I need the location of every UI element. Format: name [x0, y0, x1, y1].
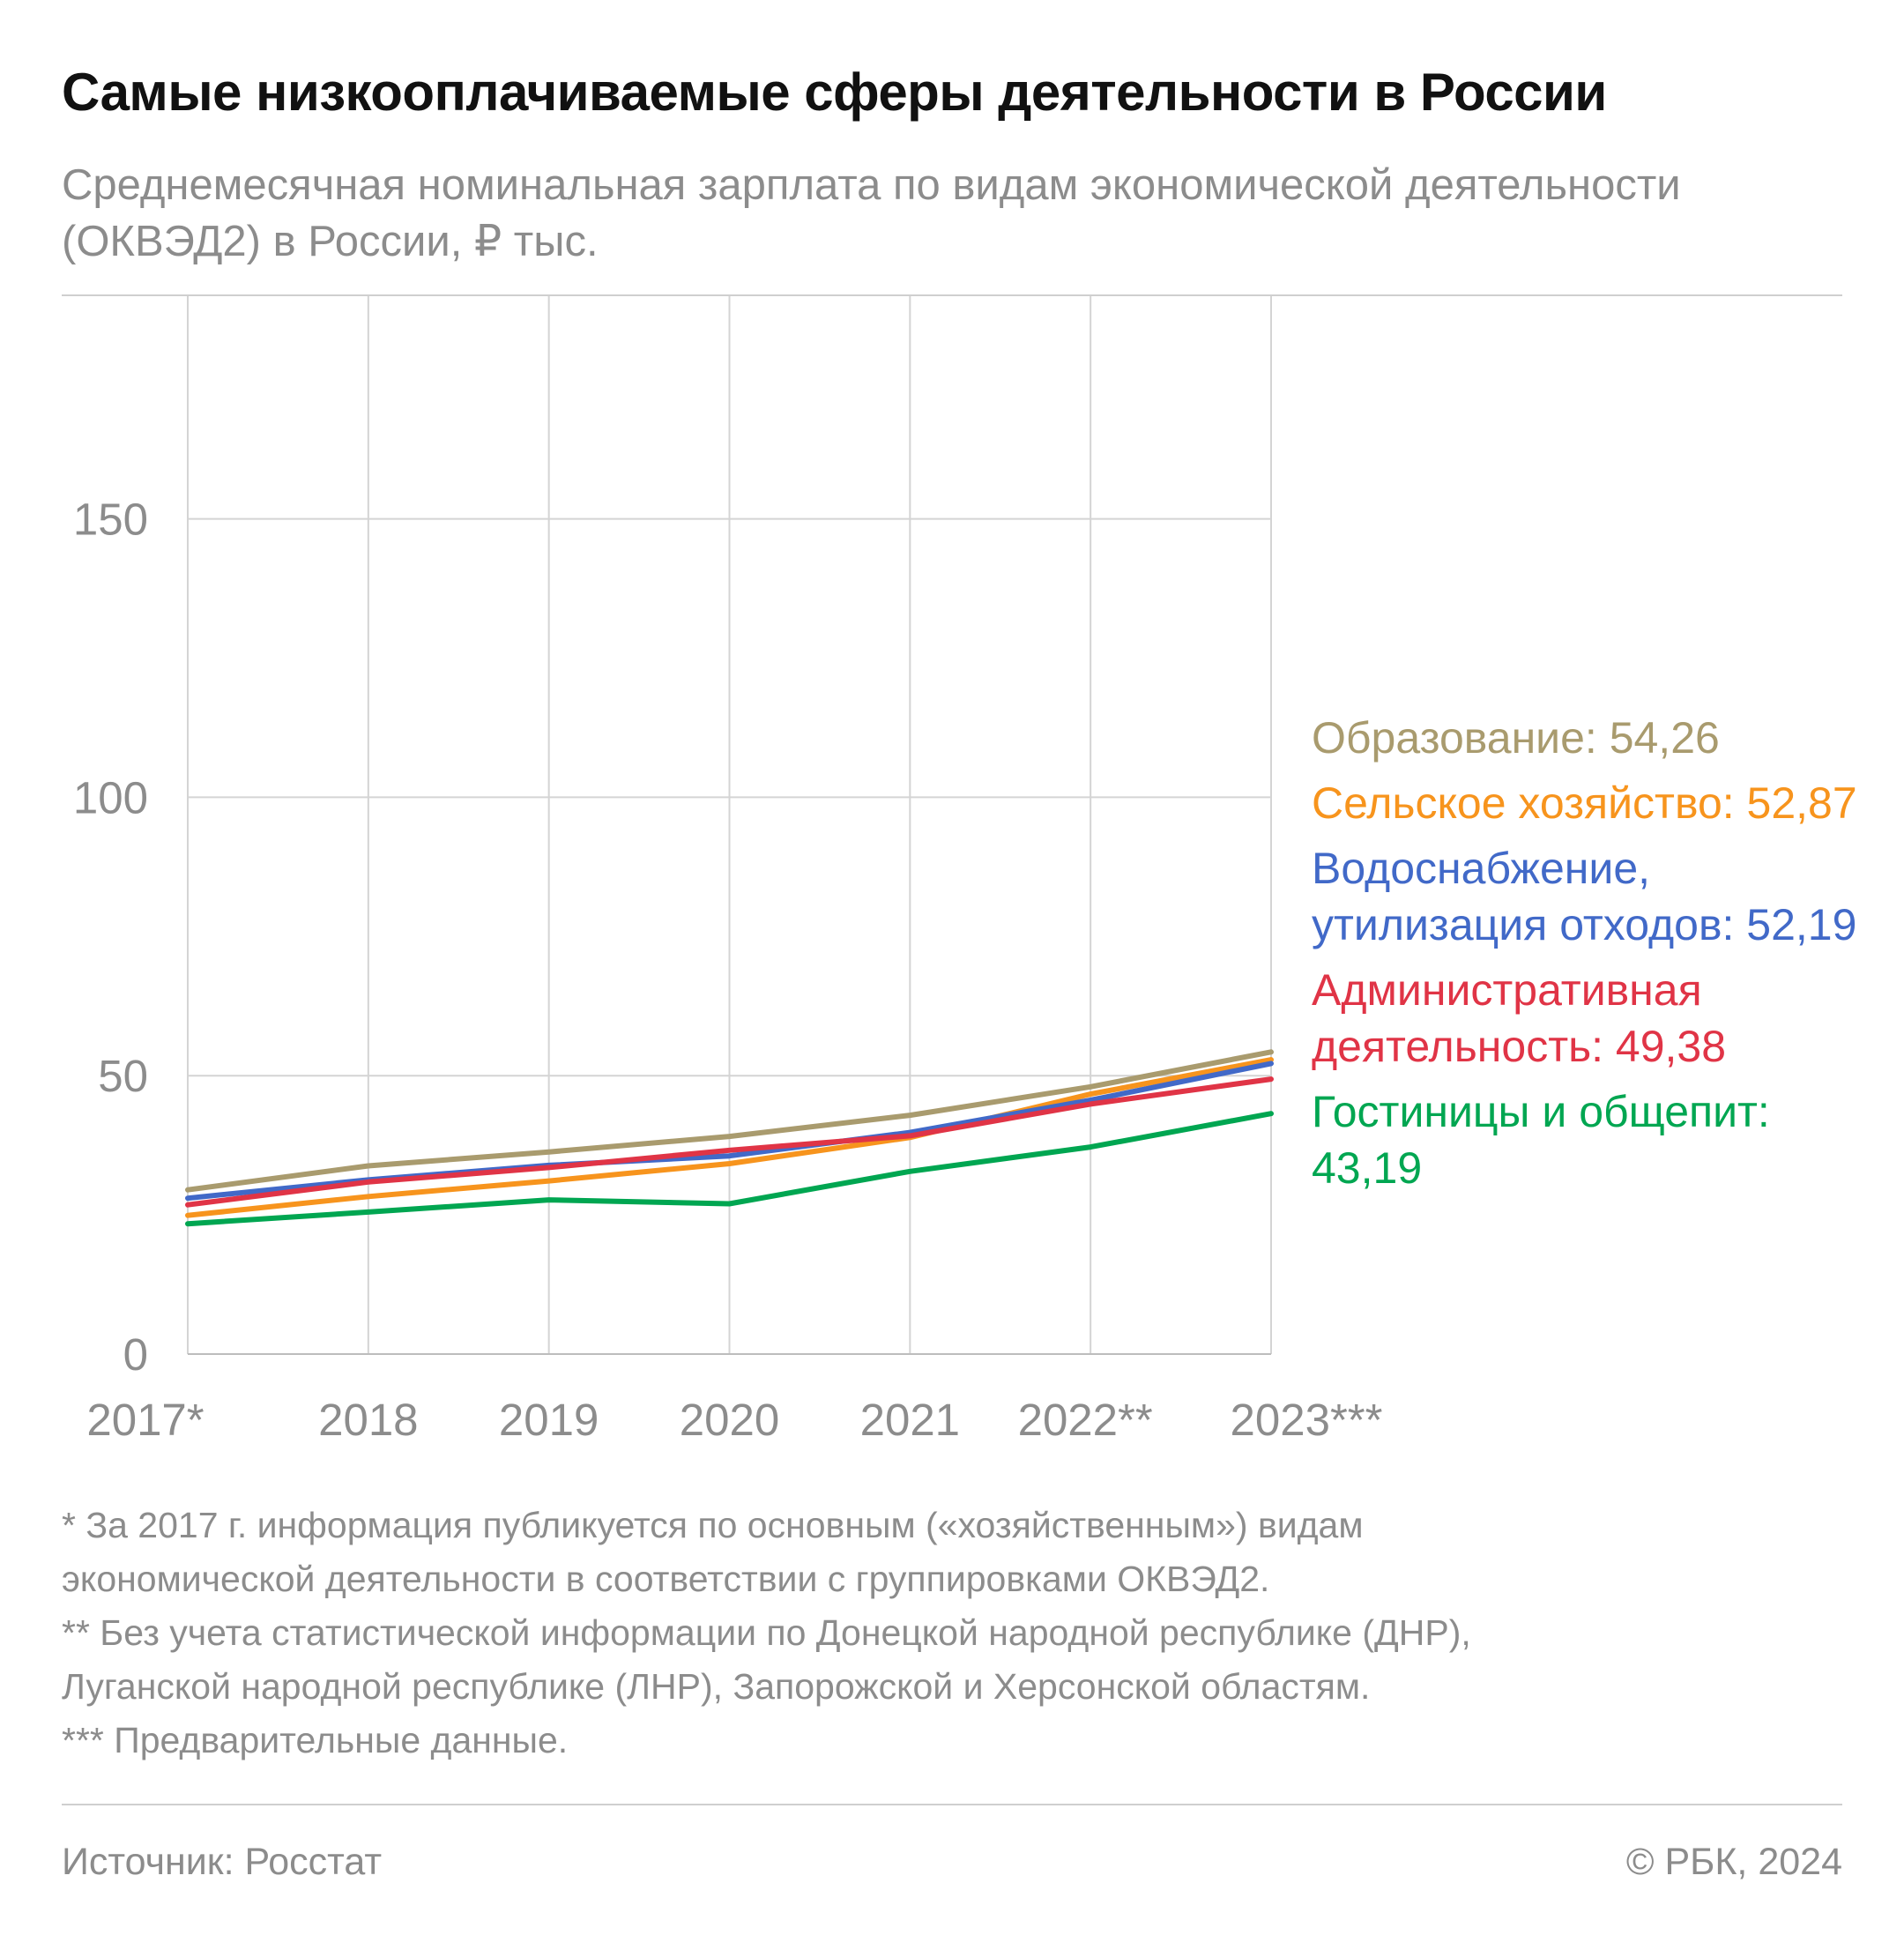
footnotes: * За 2017 г. информация публикуется по о…	[62, 1499, 1851, 1768]
legend-item-administrative: Административная деятельность: 49,38	[1312, 965, 1727, 1071]
x-tick-label: 2018	[318, 1395, 418, 1445]
footnote-3: *** Предварительные данные.	[62, 1720, 569, 1760]
footnote-2: ** Без учета статистической информации п…	[62, 1612, 1471, 1653]
legend-item-hotels-catering: Гостиницы и общепит: 43,19	[1312, 1087, 1770, 1193]
x-tick-label: 2017*	[86, 1395, 204, 1445]
legend-item-agriculture: Сельское хозяйство: 52,87	[1312, 778, 1857, 828]
top-divider	[62, 294, 1842, 296]
x-tick-label: 2023***	[1231, 1395, 1383, 1445]
x-tick-label: 2020	[680, 1395, 779, 1445]
copyright-text: © РБК, 2024	[1625, 1841, 1842, 1883]
chart-subtitle: Среднемесячная номинальная зарплата по в…	[62, 161, 1681, 265]
y-tick-label: 150	[73, 495, 148, 545]
source-text: Источник: Росстат	[62, 1841, 383, 1883]
series-line-1	[185, 1057, 1274, 1218]
x-tick-label: 2022**	[1018, 1395, 1153, 1445]
legend-item-water-supply: Водоснабжение, утилизация отходов: 52,19	[1312, 844, 1857, 949]
x-tick-label: 2019	[499, 1395, 599, 1445]
chart-title: Самые низкооплачиваемые сферы деятельнос…	[62, 63, 1607, 122]
x-tick-label: 2021	[860, 1395, 960, 1445]
bottom-divider	[62, 1804, 1842, 1805]
line-chart: 0 50 100 150 2017* 2018 2019 2020 2021 2022** 2023…	[73, 296, 1383, 1445]
y-tick-label: 50	[98, 1051, 148, 1101]
y-tick-label: 100	[73, 772, 148, 822]
y-tick-label: 0	[123, 1329, 148, 1380]
series-line-3	[185, 1076, 1274, 1208]
legend: Образование: 54,26 Сельское хозяйство: 5…	[1312, 710, 1885, 1205]
series-line-0	[185, 1049, 1274, 1193]
footnote-1-cont: экономической деятельности в соответстви…	[62, 1559, 1270, 1599]
footnote-1: * За 2017 г. информация публикуется по о…	[62, 1505, 1364, 1545]
footnote-2-cont: Луганской народной республике (ЛНР), Зап…	[62, 1666, 1371, 1707]
axis-tick-labels: 0 50 100 150 2017* 2018 2019 2020 2021 2022** 2023…	[73, 495, 1383, 1445]
series-line-4	[185, 1111, 1274, 1227]
series-lines	[185, 1049, 1274, 1227]
grid-lines	[187, 296, 1272, 1355]
legend-item-education: Образование: 54,26	[1312, 713, 1720, 763]
